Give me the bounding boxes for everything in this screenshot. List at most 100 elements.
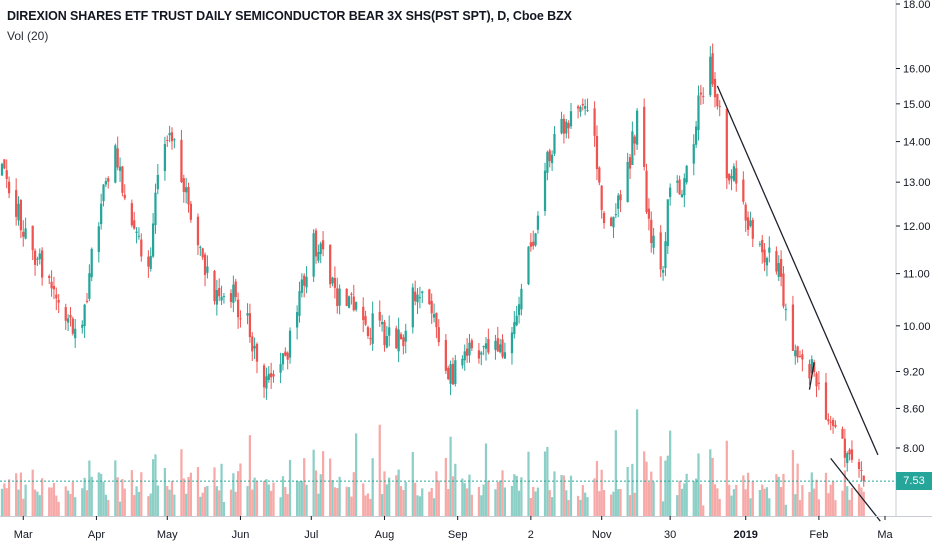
candle-body	[581, 103, 584, 106]
volume-bar	[517, 490, 521, 516]
candle-body	[383, 321, 386, 346]
candle-body	[619, 194, 622, 201]
candle-body	[532, 241, 535, 247]
candle-body	[411, 287, 414, 328]
volume-bar	[728, 484, 731, 516]
volume-bar	[253, 477, 256, 516]
candle-body	[562, 118, 566, 134]
volume-bar	[380, 494, 384, 516]
volume-bar	[319, 474, 322, 516]
volume-bar	[451, 476, 455, 516]
volume-bars	[0, 409, 865, 516]
candle-body	[378, 311, 381, 321]
volume-bar	[499, 480, 502, 516]
volume-bar	[775, 474, 778, 516]
volume-bar	[827, 493, 830, 516]
candle-body	[166, 139, 169, 141]
candle-body	[529, 242, 532, 247]
candle-body	[7, 181, 11, 194]
candle-body	[156, 175, 159, 190]
volume-bar	[758, 490, 761, 516]
volume-bar	[569, 475, 573, 516]
volume-bar	[388, 477, 391, 516]
volume-bar	[170, 480, 174, 516]
candle-body	[494, 340, 497, 350]
volume-bar	[779, 487, 783, 516]
candle-body	[484, 343, 488, 349]
candle-body	[319, 243, 322, 255]
candle-body	[534, 233, 537, 246]
candle-body	[635, 110, 639, 145]
candle-body	[0, 163, 4, 176]
candle-body	[843, 438, 846, 458]
candle-body	[848, 449, 851, 455]
volume-bar	[305, 484, 308, 516]
candle-body	[163, 144, 167, 171]
volume-bar	[713, 484, 717, 516]
candle-body	[33, 250, 37, 265]
volume-bar	[560, 475, 563, 516]
candle-body	[732, 166, 736, 181]
candle-body	[862, 475, 865, 482]
candle-body	[617, 195, 620, 209]
trendline[interactable]	[808, 362, 815, 390]
candle-body	[782, 273, 785, 307]
candle-body	[421, 291, 424, 294]
volume-bar	[38, 495, 41, 516]
volume-bar	[824, 472, 828, 516]
candle-body	[338, 288, 341, 306]
candle-body	[692, 144, 695, 164]
candle-body	[236, 299, 240, 318]
price-axis[interactable]: 18.00 16.00 15.00 14.00 13.00 12.00 11.00 10.00…	[896, 0, 931, 455]
volume-bar	[69, 493, 72, 516]
time-tick-label: 30	[664, 529, 676, 541]
candle-body	[102, 184, 105, 202]
candle-body	[418, 297, 422, 299]
volume-bar	[222, 502, 226, 516]
candle-body	[503, 352, 507, 359]
volume-bar	[777, 476, 780, 516]
volume-bar	[862, 491, 865, 516]
price-tick-label: 18.00	[903, 0, 931, 11]
candle-body	[22, 231, 25, 237]
volume-bar	[421, 488, 424, 516]
candle-body	[135, 231, 138, 233]
volume-bar	[187, 476, 190, 516]
volume-bar	[815, 479, 818, 516]
candle-body	[749, 220, 752, 227]
candle-body	[222, 296, 226, 298]
candle-body	[517, 304, 521, 316]
volume-bar	[661, 501, 665, 516]
candle-body	[295, 312, 299, 328]
candle-body	[220, 296, 223, 301]
candle-body	[3, 159, 6, 169]
candle-body	[680, 194, 684, 198]
candle-body	[234, 281, 237, 298]
volume-bar	[628, 495, 632, 516]
volume-bar	[584, 492, 587, 516]
time-axis[interactable]: Mar Apr May Jun Jul Aug Sep 2 Nov 30 2019 Feb Ma	[14, 516, 894, 541]
candle-body	[824, 382, 828, 420]
volume-bar	[220, 463, 223, 516]
candle-body	[414, 291, 417, 302]
volume-bar	[246, 486, 249, 516]
trendline[interactable]	[830, 457, 881, 522]
candle-body	[355, 302, 358, 310]
candle-body	[628, 157, 632, 169]
volume-bar	[378, 424, 381, 516]
volume-bar	[763, 488, 766, 516]
trendline[interactable]	[716, 85, 879, 456]
volume-bar	[841, 490, 844, 516]
volume-bar	[576, 495, 580, 516]
candle-body	[154, 192, 157, 226]
candle-body	[480, 352, 483, 355]
candle-body	[218, 288, 221, 297]
volume-bar	[527, 451, 530, 516]
volume-bar	[482, 484, 485, 516]
price-tick-label: 14.00	[903, 137, 931, 149]
volume-bar	[480, 495, 483, 516]
candle-body	[41, 250, 44, 278]
volume-bar	[85, 490, 89, 516]
volume-bar	[565, 490, 568, 516]
volume-bar	[742, 475, 745, 516]
